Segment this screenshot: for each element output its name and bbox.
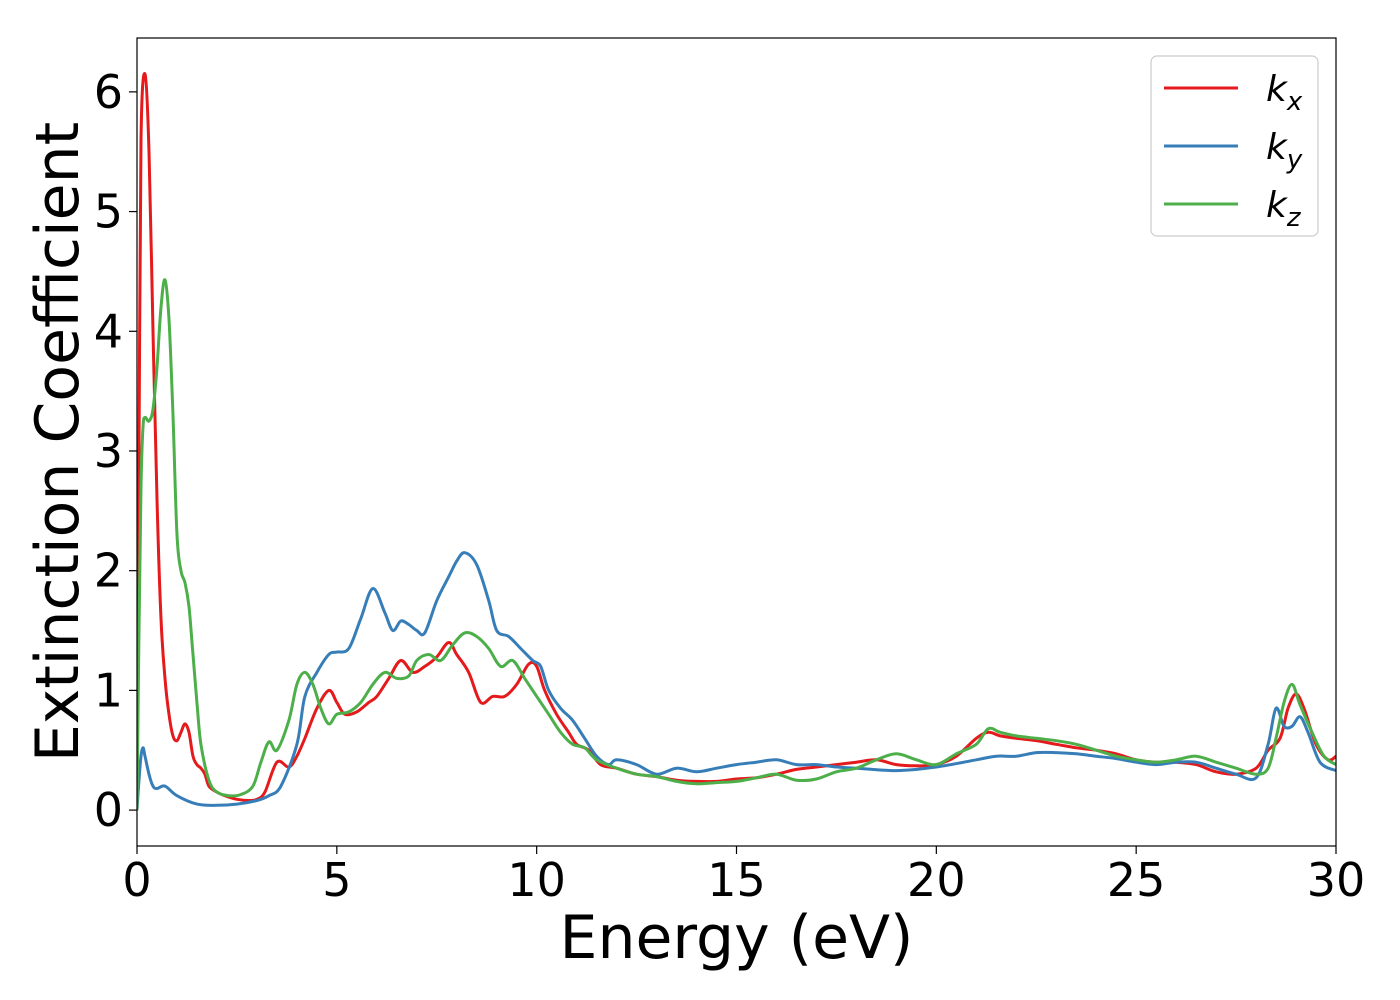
x-tick-label: 10 [507, 853, 566, 907]
legend-label-kx: kx [1266, 69, 1303, 117]
y-tick-label: 5 [94, 185, 123, 239]
y-tick-label: 6 [94, 65, 123, 119]
x-axis-title: Energy (eV) [560, 903, 914, 973]
x-tick-label: 30 [1307, 853, 1366, 907]
y-tick-label: 2 [94, 544, 123, 598]
legend-label-main: k [1266, 185, 1289, 226]
legend-label-main: k [1266, 127, 1289, 168]
y-tick-label: 0 [94, 783, 123, 837]
legend-label-ky: ky [1266, 127, 1303, 175]
legend-label-main: k [1266, 69, 1289, 110]
series-line-ky [137, 551, 1336, 811]
legend-label-kz: kz [1266, 185, 1302, 233]
legend-label-subscript: x [1286, 87, 1303, 117]
y-tick-label: 1 [94, 663, 123, 717]
legend-label-subscript: z [1286, 203, 1302, 233]
series-line-kx [137, 72, 1336, 803]
series-line-kz [137, 278, 1336, 811]
x-tick-label: 0 [122, 853, 151, 907]
plot-area [137, 72, 1336, 811]
y-axis-title: Extinction Coefficient [23, 122, 93, 762]
y-tick-label: 3 [94, 424, 123, 478]
y-tick-label: 4 [94, 304, 123, 358]
x-tick-label: 25 [1107, 853, 1166, 907]
x-tick-label: 20 [907, 853, 966, 907]
x-axis: 0 5 10 15 20 25 30 [122, 846, 1365, 907]
x-tick-label: 5 [322, 853, 351, 907]
y-axis: 0 1 2 3 4 5 6 [94, 65, 137, 837]
legend-label-subscript: y [1286, 145, 1303, 175]
x-tick-label: 15 [707, 853, 766, 907]
